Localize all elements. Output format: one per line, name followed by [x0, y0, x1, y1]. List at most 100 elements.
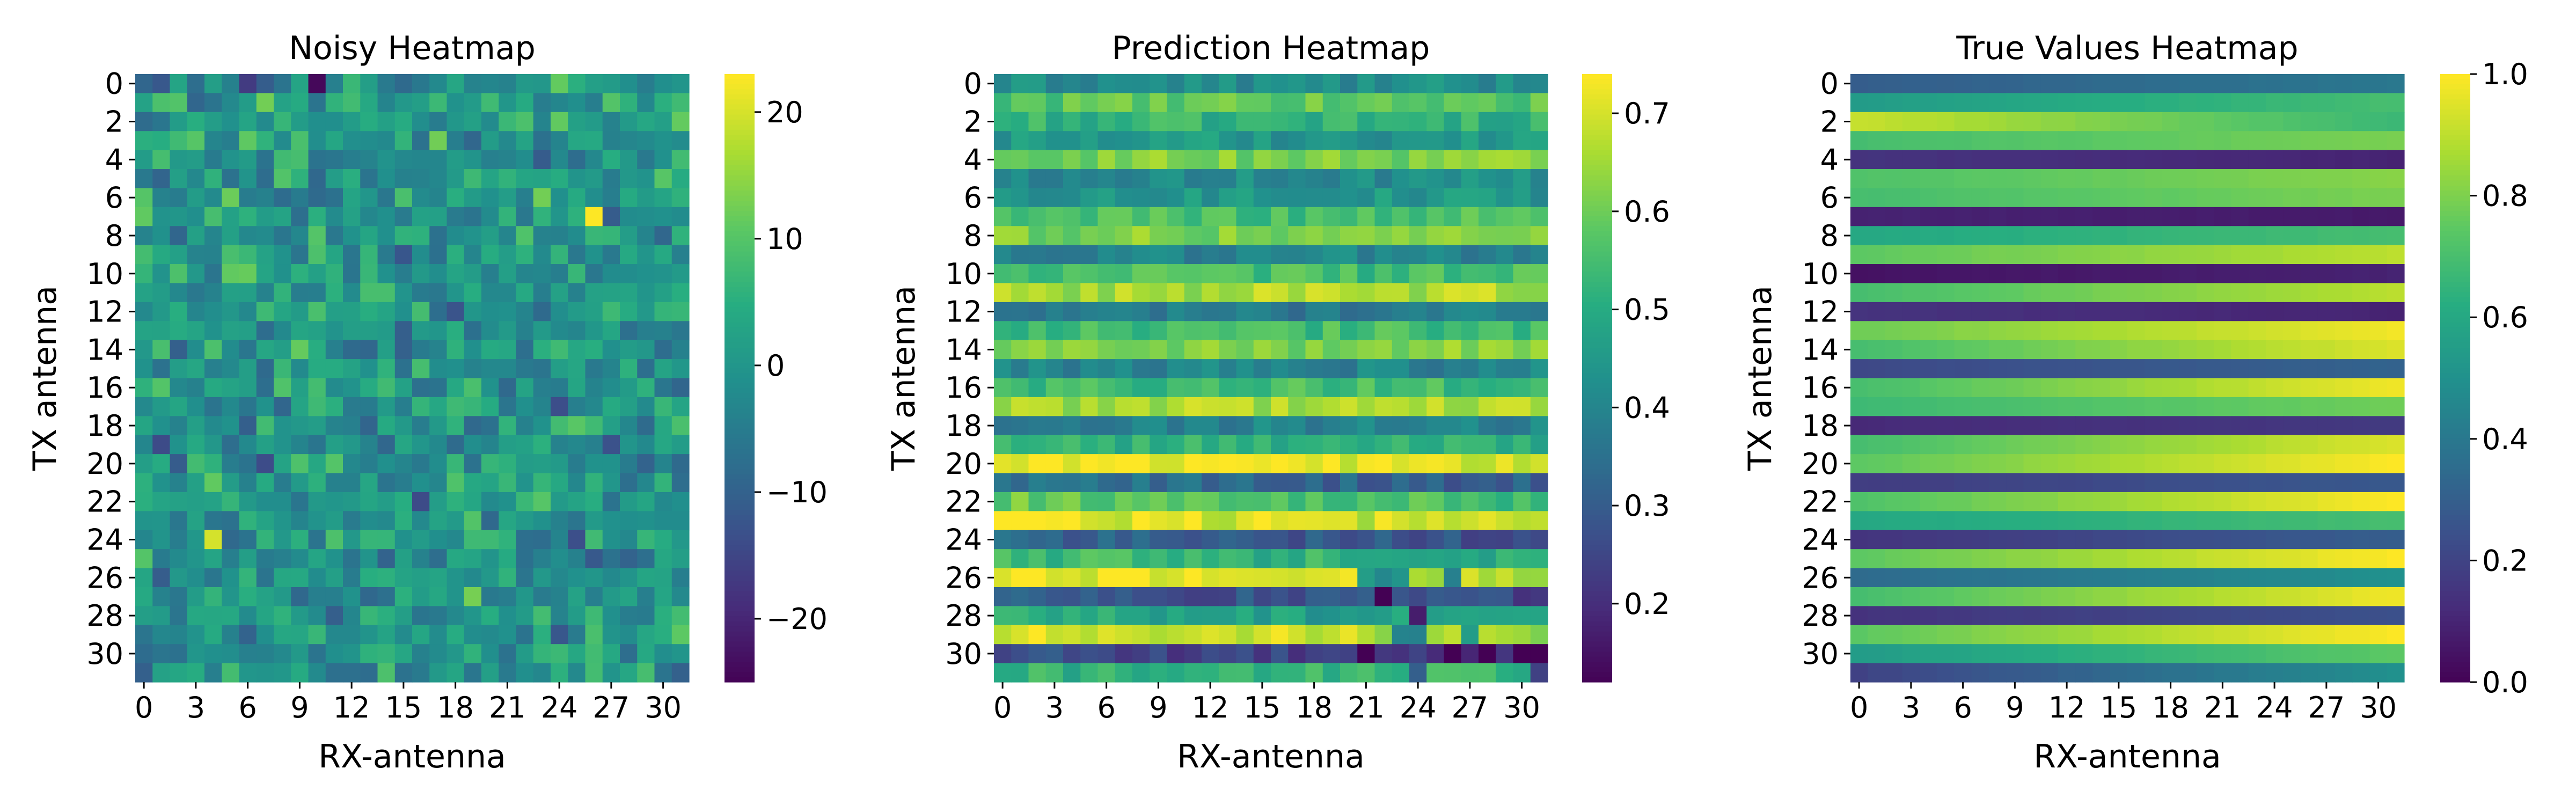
heatmap-cell [2283, 188, 2301, 208]
heatmap-cell [1954, 378, 1972, 398]
heatmap-cell [464, 625, 482, 645]
heatmap-cell [1132, 302, 1150, 321]
y-tick-label: 22 [86, 485, 123, 519]
heatmap-cell [2006, 283, 2024, 303]
heatmap-cell [152, 302, 171, 321]
heatmap-cell [412, 568, 430, 588]
heatmap-cell [2006, 226, 2024, 246]
heatmap-cell [2145, 245, 2163, 265]
heatmap-cell [152, 207, 171, 226]
heatmap-cell [620, 150, 638, 170]
heatmap-cell [1426, 245, 1445, 265]
heatmap-cell [1167, 663, 1185, 683]
heatmap-cell [2248, 245, 2266, 265]
heatmap-cell [1513, 511, 1531, 531]
heatmap-cell [360, 454, 378, 474]
heatmap-cell [2023, 549, 2041, 569]
heatmap-cell [1885, 169, 1903, 189]
heatmap-cell [2387, 549, 2405, 569]
heatmap-cell [2040, 226, 2059, 246]
heatmap-cell [2058, 264, 2076, 284]
heatmap-cell [1989, 321, 2007, 341]
heatmap-cell [2300, 74, 2318, 94]
heatmap-cell [1868, 568, 1886, 588]
heatmap-cell [2300, 359, 2318, 379]
heatmap-cell [2162, 492, 2180, 511]
heatmap-cell [481, 587, 499, 606]
heatmap-cell [499, 264, 517, 284]
heatmap-cell [2197, 549, 2214, 569]
heatmap-cell [1202, 568, 1219, 588]
heatmap-cell [1479, 207, 1496, 226]
heatmap-cell [170, 473, 188, 493]
heatmap-cell [2387, 359, 2405, 379]
heatmap-cell [187, 226, 205, 246]
heatmap-cell [585, 340, 603, 360]
heatmap-cell [2197, 644, 2214, 664]
heatmap-cell [585, 492, 603, 511]
heatmap-cell [308, 169, 326, 189]
colorbar-segment [1582, 368, 1612, 374]
heatmap-cell [135, 169, 153, 189]
heatmap-cell [1236, 625, 1254, 645]
heatmap-cell [1461, 549, 1479, 569]
heatmap-cell [1219, 340, 1237, 360]
y-tick-label: 10 [1802, 257, 1839, 291]
heatmap-cell [551, 93, 568, 113]
heatmap-cell [1392, 150, 1410, 170]
heatmap-cell [1920, 378, 1937, 398]
heatmap-cell [152, 131, 171, 151]
colorbar-segment [724, 428, 755, 434]
heatmap-cell [1271, 473, 1289, 493]
heatmap-cell [274, 435, 291, 455]
colorbar-segment [2440, 337, 2470, 343]
heatmap-cell [1167, 378, 1185, 398]
heatmap-cell [1253, 283, 1271, 303]
heatmap-cell [1444, 321, 1462, 341]
heatmap-cell [1322, 416, 1341, 436]
heatmap-cell [1045, 530, 1064, 550]
colorbar-segment [1582, 332, 1612, 338]
heatmap-cell [1150, 283, 1168, 303]
heatmap-cell [1937, 226, 1955, 246]
heatmap-cell [394, 131, 413, 151]
heatmap-cell [1271, 359, 1289, 379]
colorbar-segment [2440, 282, 2470, 288]
heatmap-cell [1305, 112, 1323, 131]
heatmap-cell [222, 283, 240, 303]
heatmap-cell [1236, 397, 1254, 416]
colorbar-segment [1582, 662, 1612, 668]
heatmap-cell [1409, 169, 1427, 189]
heatmap-cell [1305, 245, 1323, 265]
heatmap-cell [1322, 435, 1341, 455]
noisy-x-axis-label: RX-antenna [318, 738, 506, 775]
heatmap-cell [2040, 644, 2059, 664]
y-tick-label: 20 [1802, 447, 1839, 481]
heatmap-cell [360, 473, 378, 493]
heatmap-cell [1219, 454, 1237, 474]
y-tick-label: 4 [964, 143, 982, 177]
heatmap-cell [343, 663, 361, 683]
heatmap-cell [1426, 74, 1445, 94]
heatmap-cell [1253, 606, 1271, 626]
heatmap-cell [1340, 378, 1358, 398]
colorbar-segment [2440, 140, 2470, 145]
heatmap-cell [464, 454, 482, 474]
heatmap-cell [1253, 169, 1271, 189]
colorbar-segment [1582, 570, 1612, 576]
heatmap-cell [654, 530, 672, 550]
heatmap-cell [2214, 511, 2232, 531]
heatmap-cell [204, 606, 222, 626]
heatmap-cell [1479, 454, 1496, 474]
heatmap-cell [1150, 245, 1168, 265]
heatmap-cell [222, 568, 240, 588]
heatmap-cell [447, 74, 465, 94]
heatmap-cell [2231, 511, 2249, 531]
heatmap-cell [1132, 625, 1150, 645]
heatmap-cell [1971, 207, 1989, 226]
heatmap-cell [1426, 359, 1445, 379]
heatmap-cell [2058, 226, 2076, 246]
colorbar-segment [724, 555, 755, 561]
heatmap-cell [1184, 378, 1202, 398]
heatmap-cell [1426, 188, 1445, 208]
